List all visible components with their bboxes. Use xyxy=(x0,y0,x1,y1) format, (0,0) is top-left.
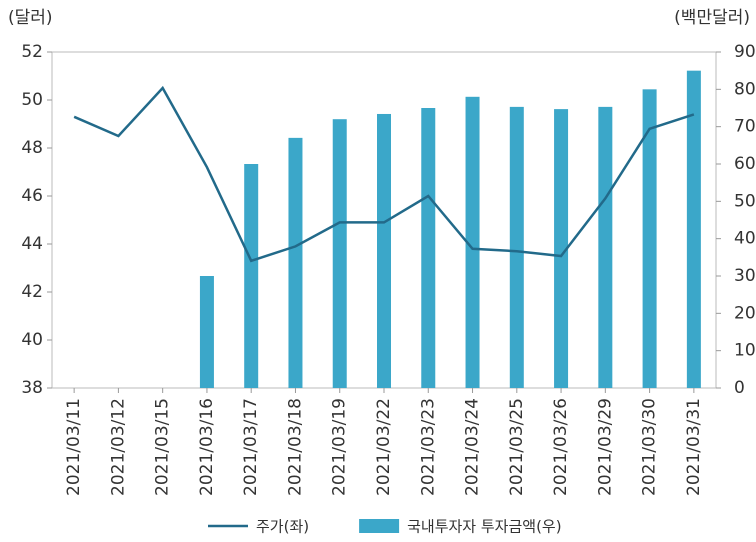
x-tick-label: 2021/03/12 xyxy=(108,398,128,496)
bar xyxy=(244,164,259,388)
x-tick-label: 2021/03/26 xyxy=(551,398,571,496)
x-tick-label: 2021/03/19 xyxy=(330,398,350,496)
x-tick-label: 2021/03/25 xyxy=(507,398,527,496)
bar xyxy=(465,96,480,389)
y2-axis-label: (백만달러) xyxy=(674,8,750,28)
legend-label: 주가(좌) xyxy=(256,518,309,536)
y2-tick-label: 40 xyxy=(734,229,756,249)
x-tick-label: 2021/03/15 xyxy=(153,398,173,496)
x-tick-label: 2021/03/17 xyxy=(241,398,261,496)
bar xyxy=(598,106,613,388)
x-tick-label: 2021/03/30 xyxy=(640,398,660,496)
bar xyxy=(332,119,347,388)
y2-tick-label: 60 xyxy=(734,154,756,174)
y-tick-label: 52 xyxy=(21,42,43,62)
y-tick-label: 38 xyxy=(21,378,43,398)
y-tick-label: 46 xyxy=(21,186,43,206)
y2-tick-label: 90 xyxy=(734,42,756,62)
y-tick-label: 40 xyxy=(21,330,43,350)
bar xyxy=(377,113,391,389)
bar xyxy=(199,276,214,388)
y2-tick-label: 10 xyxy=(734,341,756,361)
y-tick-label: 44 xyxy=(21,234,43,254)
bar xyxy=(642,89,657,388)
bar xyxy=(509,106,524,388)
y2-tick-label: 50 xyxy=(734,191,756,211)
bar xyxy=(421,108,436,388)
line xyxy=(73,85,695,263)
y2-tick-label: 80 xyxy=(734,79,756,99)
bar xyxy=(288,137,303,388)
x-tick-label: 2021/03/22 xyxy=(374,398,394,496)
y-axis-label: (달러) xyxy=(8,8,53,28)
y2-tick-label: 0 xyxy=(734,378,745,398)
x-tick-label: 2021/03/16 xyxy=(197,398,217,496)
x-tick-label: 2021/03/24 xyxy=(463,398,483,496)
y2-tick-label: 70 xyxy=(734,117,756,137)
x-tick-label: 2021/03/29 xyxy=(595,398,615,496)
x-tick-label: 2021/03/18 xyxy=(285,398,305,496)
x-tick-label: 2021/03/31 xyxy=(684,398,704,496)
y2-tick-label: 30 xyxy=(734,266,756,286)
bar xyxy=(554,109,569,389)
x-tick-label: 2021/03/11 xyxy=(64,398,84,496)
legend-label: 국내투자자 투자금액(우) xyxy=(407,518,561,536)
x-tick-label: 2021/03/23 xyxy=(418,398,438,496)
y-tick-label: 42 xyxy=(21,282,43,302)
y2-tick-label: 20 xyxy=(734,303,756,323)
y-tick-label: 48 xyxy=(21,138,43,158)
y-tick-label: 50 xyxy=(21,90,43,110)
bar xyxy=(686,70,701,389)
legend-swatch xyxy=(359,519,400,533)
